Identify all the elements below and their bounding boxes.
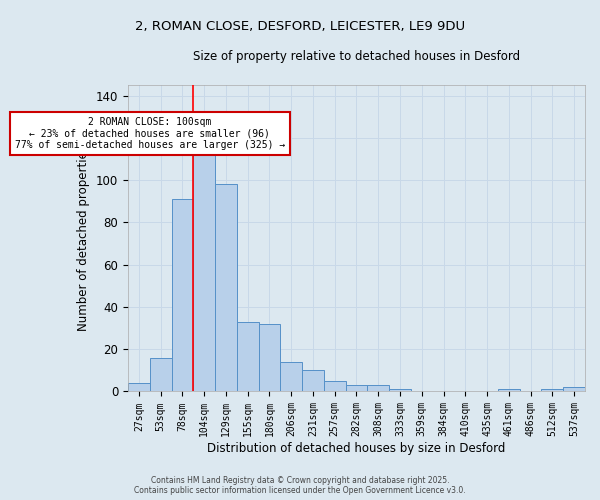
Bar [172,199,193,392]
Title: Size of property relative to detached houses in Desford: Size of property relative to detached ho… [193,50,520,63]
Bar [367,385,389,392]
Bar [563,387,585,392]
Text: 2 ROMAN CLOSE: 100sqm
← 23% of detached houses are smaller (96)
77% of semi-deta: 2 ROMAN CLOSE: 100sqm ← 23% of detached … [14,116,285,150]
Bar [346,385,367,392]
X-axis label: Distribution of detached houses by size in Desford: Distribution of detached houses by size … [208,442,506,455]
Y-axis label: Number of detached properties: Number of detached properties [77,145,91,331]
Bar [259,324,280,392]
Bar [237,322,259,392]
Bar [389,390,411,392]
Bar [128,383,150,392]
Text: 2, ROMAN CLOSE, DESFORD, LEICESTER, LE9 9DU: 2, ROMAN CLOSE, DESFORD, LEICESTER, LE9 … [135,20,465,33]
Bar [302,370,324,392]
Bar [498,390,520,392]
Bar [215,184,237,392]
Bar [150,358,172,392]
Text: Contains HM Land Registry data © Crown copyright and database right 2025.
Contai: Contains HM Land Registry data © Crown c… [134,476,466,495]
Bar [324,381,346,392]
Bar [193,142,215,392]
Bar [541,390,563,392]
Bar [280,362,302,392]
